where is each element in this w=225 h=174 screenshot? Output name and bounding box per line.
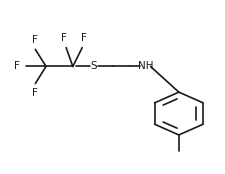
Text: F: F bbox=[81, 33, 87, 43]
Text: NH: NH bbox=[137, 61, 153, 72]
Text: F: F bbox=[14, 61, 20, 72]
Text: F: F bbox=[61, 33, 67, 43]
Text: F: F bbox=[32, 35, 38, 45]
Text: S: S bbox=[90, 61, 97, 72]
Text: F: F bbox=[32, 88, 38, 98]
